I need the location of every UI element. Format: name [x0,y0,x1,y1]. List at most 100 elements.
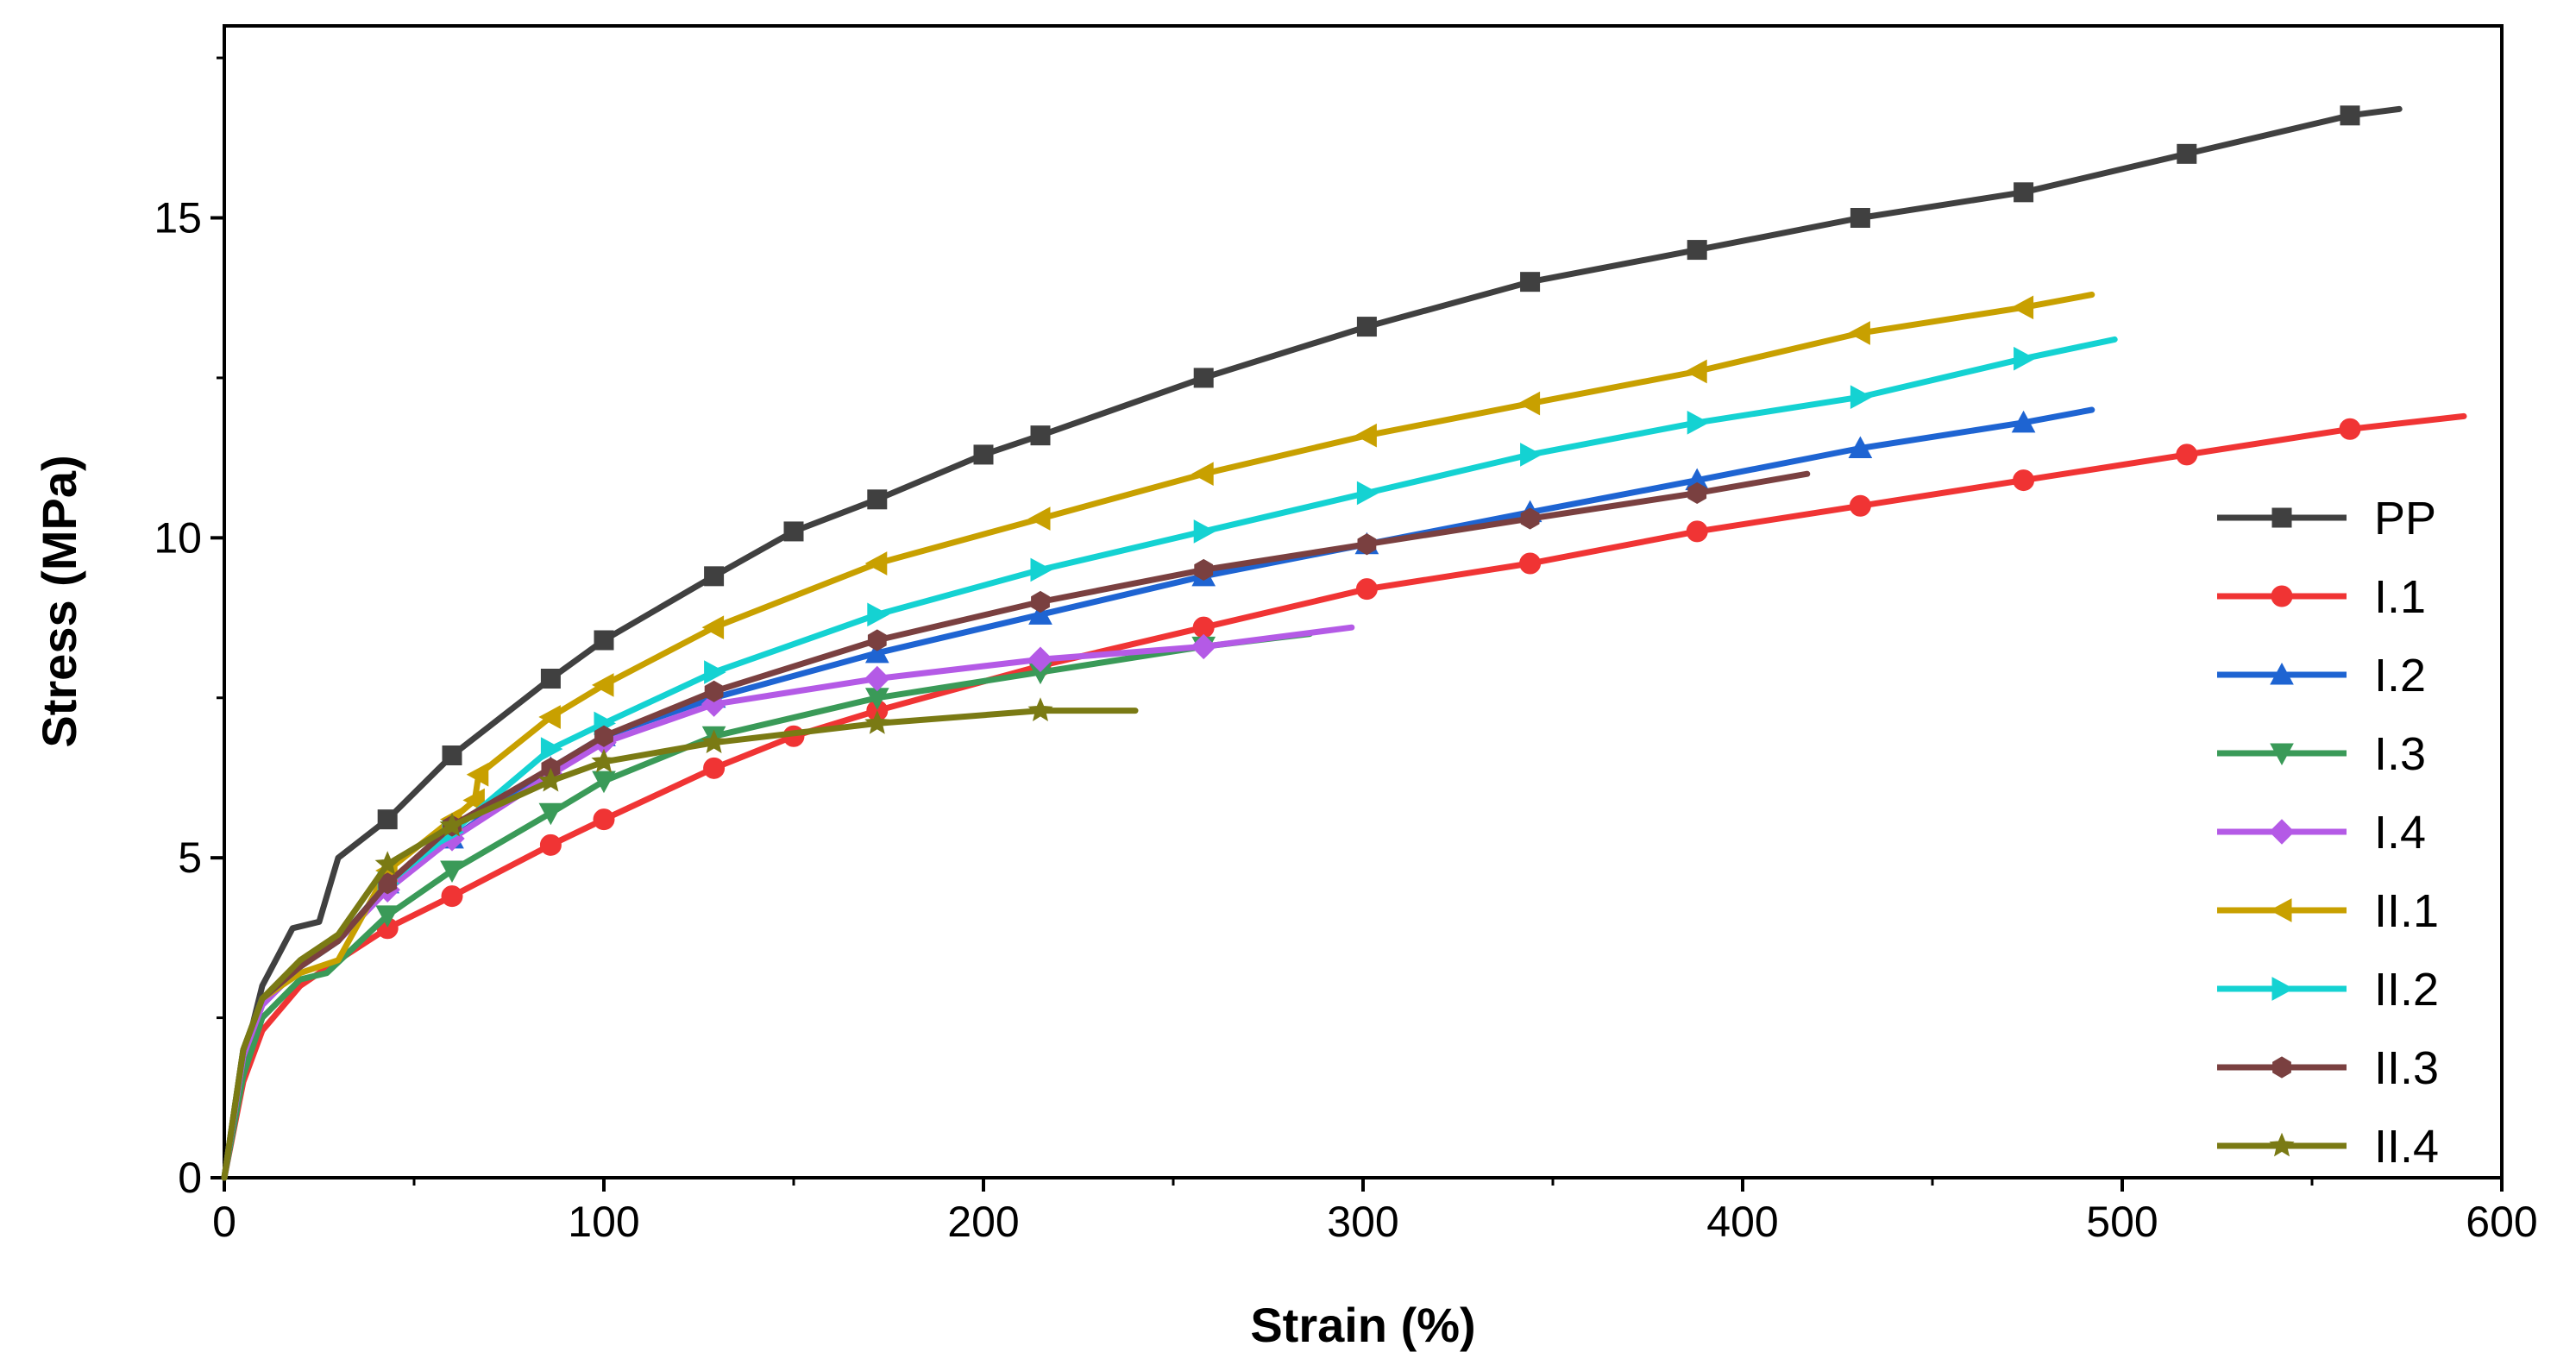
x-axis-ticks: 0 100 200 300 400 500 600 [212,1178,2538,1246]
legend-entry: I.2 [2217,650,2426,701]
data-point [1193,368,1214,388]
data-point [1686,520,1708,543]
data-point [1357,533,1377,556]
data-point [591,748,617,773]
data-point [1520,507,1540,530]
series-pp [221,105,2403,1181]
data-point [594,630,614,651]
legend-marker [2271,507,2292,528]
data-point [1687,410,1710,435]
series-i-1 [221,412,2467,1181]
data-point [441,885,463,908]
x-tick-label: 600 [2466,1198,2537,1246]
data-point [701,729,727,754]
data-point [2013,469,2035,492]
legend-entry: I.1 [2217,571,2426,623]
series-i-4 [221,624,1355,1181]
data-point [1027,697,1053,721]
data-point [594,725,613,747]
legend-label: II.3 [2374,1042,2439,1094]
data-point [540,737,563,761]
data-point [591,673,614,697]
data-point [1194,558,1214,581]
data-point [867,629,887,651]
legend-entry: I.3 [2217,728,2426,780]
data-point [1356,317,1377,337]
data-point [1031,590,1050,613]
data-point [439,812,465,837]
legend-label: II.4 [2374,1121,2439,1173]
data-point [374,851,400,875]
data-point [540,669,561,689]
y-tick-label: 5 [178,833,202,882]
data-point [1850,385,1873,410]
data-point [2011,295,2034,320]
series-line [221,631,1313,1181]
data-point [704,680,724,702]
data-point [1687,240,1707,261]
series-line [221,336,2118,1181]
series-i-3 [221,631,1313,1181]
data-point [864,640,889,664]
legend-label: PP [2374,493,2436,544]
legend-marker [2272,1056,2291,1079]
data-point [703,757,726,779]
data-point [538,705,561,729]
legend-label: II.1 [2374,885,2439,937]
data-point [2339,418,2361,440]
x-tick-label: 0 [212,1198,236,1246]
data-point [1850,208,1870,228]
series-line [221,292,2095,1181]
legend-entry: II.2 [2217,964,2439,1016]
data-point [1848,321,1870,345]
data-point [440,860,464,884]
data-point [1849,494,1871,517]
data-point [377,809,398,830]
legend-entry: PP [2217,493,2436,544]
legend-marker [2270,743,2294,766]
data-point [864,665,890,692]
data-point [704,566,725,587]
x-tick-label: 200 [947,1198,1019,1246]
data-point [1191,462,1214,487]
data-point [2176,443,2198,466]
legend-marker [2269,898,2292,922]
data-point [1030,425,1051,446]
data-point [864,710,890,734]
x-tick-label: 500 [2086,1198,2158,1246]
legend: PP I.1 I.2 I.3 I.4 II.1 II.2 II.3 II.4 [2217,493,2439,1173]
series-ii-4 [221,697,1139,1181]
data-point [1848,436,1873,458]
series-line [221,105,2403,1181]
data-point [2011,410,2036,433]
y-axis-title: Stress (MPa) [32,455,86,747]
data-point [1517,391,1541,416]
series-line [221,624,1355,1181]
data-point [1520,443,1542,467]
data-point [1027,646,1053,672]
legend-entry: II.4 [2217,1121,2439,1173]
legend-marker [2269,819,2295,845]
data-point [1356,481,1379,506]
plot-frame [223,24,2504,1179]
data-point [1028,602,1052,625]
series-ii-1 [221,292,2095,1181]
legend-marker [2270,662,2294,685]
legend-entry: II.1 [2217,885,2439,937]
data-point [442,745,462,765]
data-point [2014,182,2034,203]
data-point [1027,506,1051,531]
data-point [1193,519,1216,544]
data-point [1191,633,1216,660]
y-axis-ticks: 0 5 10 15 [154,56,224,1202]
data-point [1520,272,1541,292]
data-point [592,771,616,794]
data-point [2177,143,2197,164]
legend-label: II.2 [2374,964,2439,1016]
y-tick-label: 15 [154,194,202,242]
legend-label: I.3 [2374,728,2426,780]
legend-label: I.4 [2374,807,2426,859]
legend-marker [2269,1132,2295,1157]
data-point [538,802,563,826]
data-point [973,444,994,465]
